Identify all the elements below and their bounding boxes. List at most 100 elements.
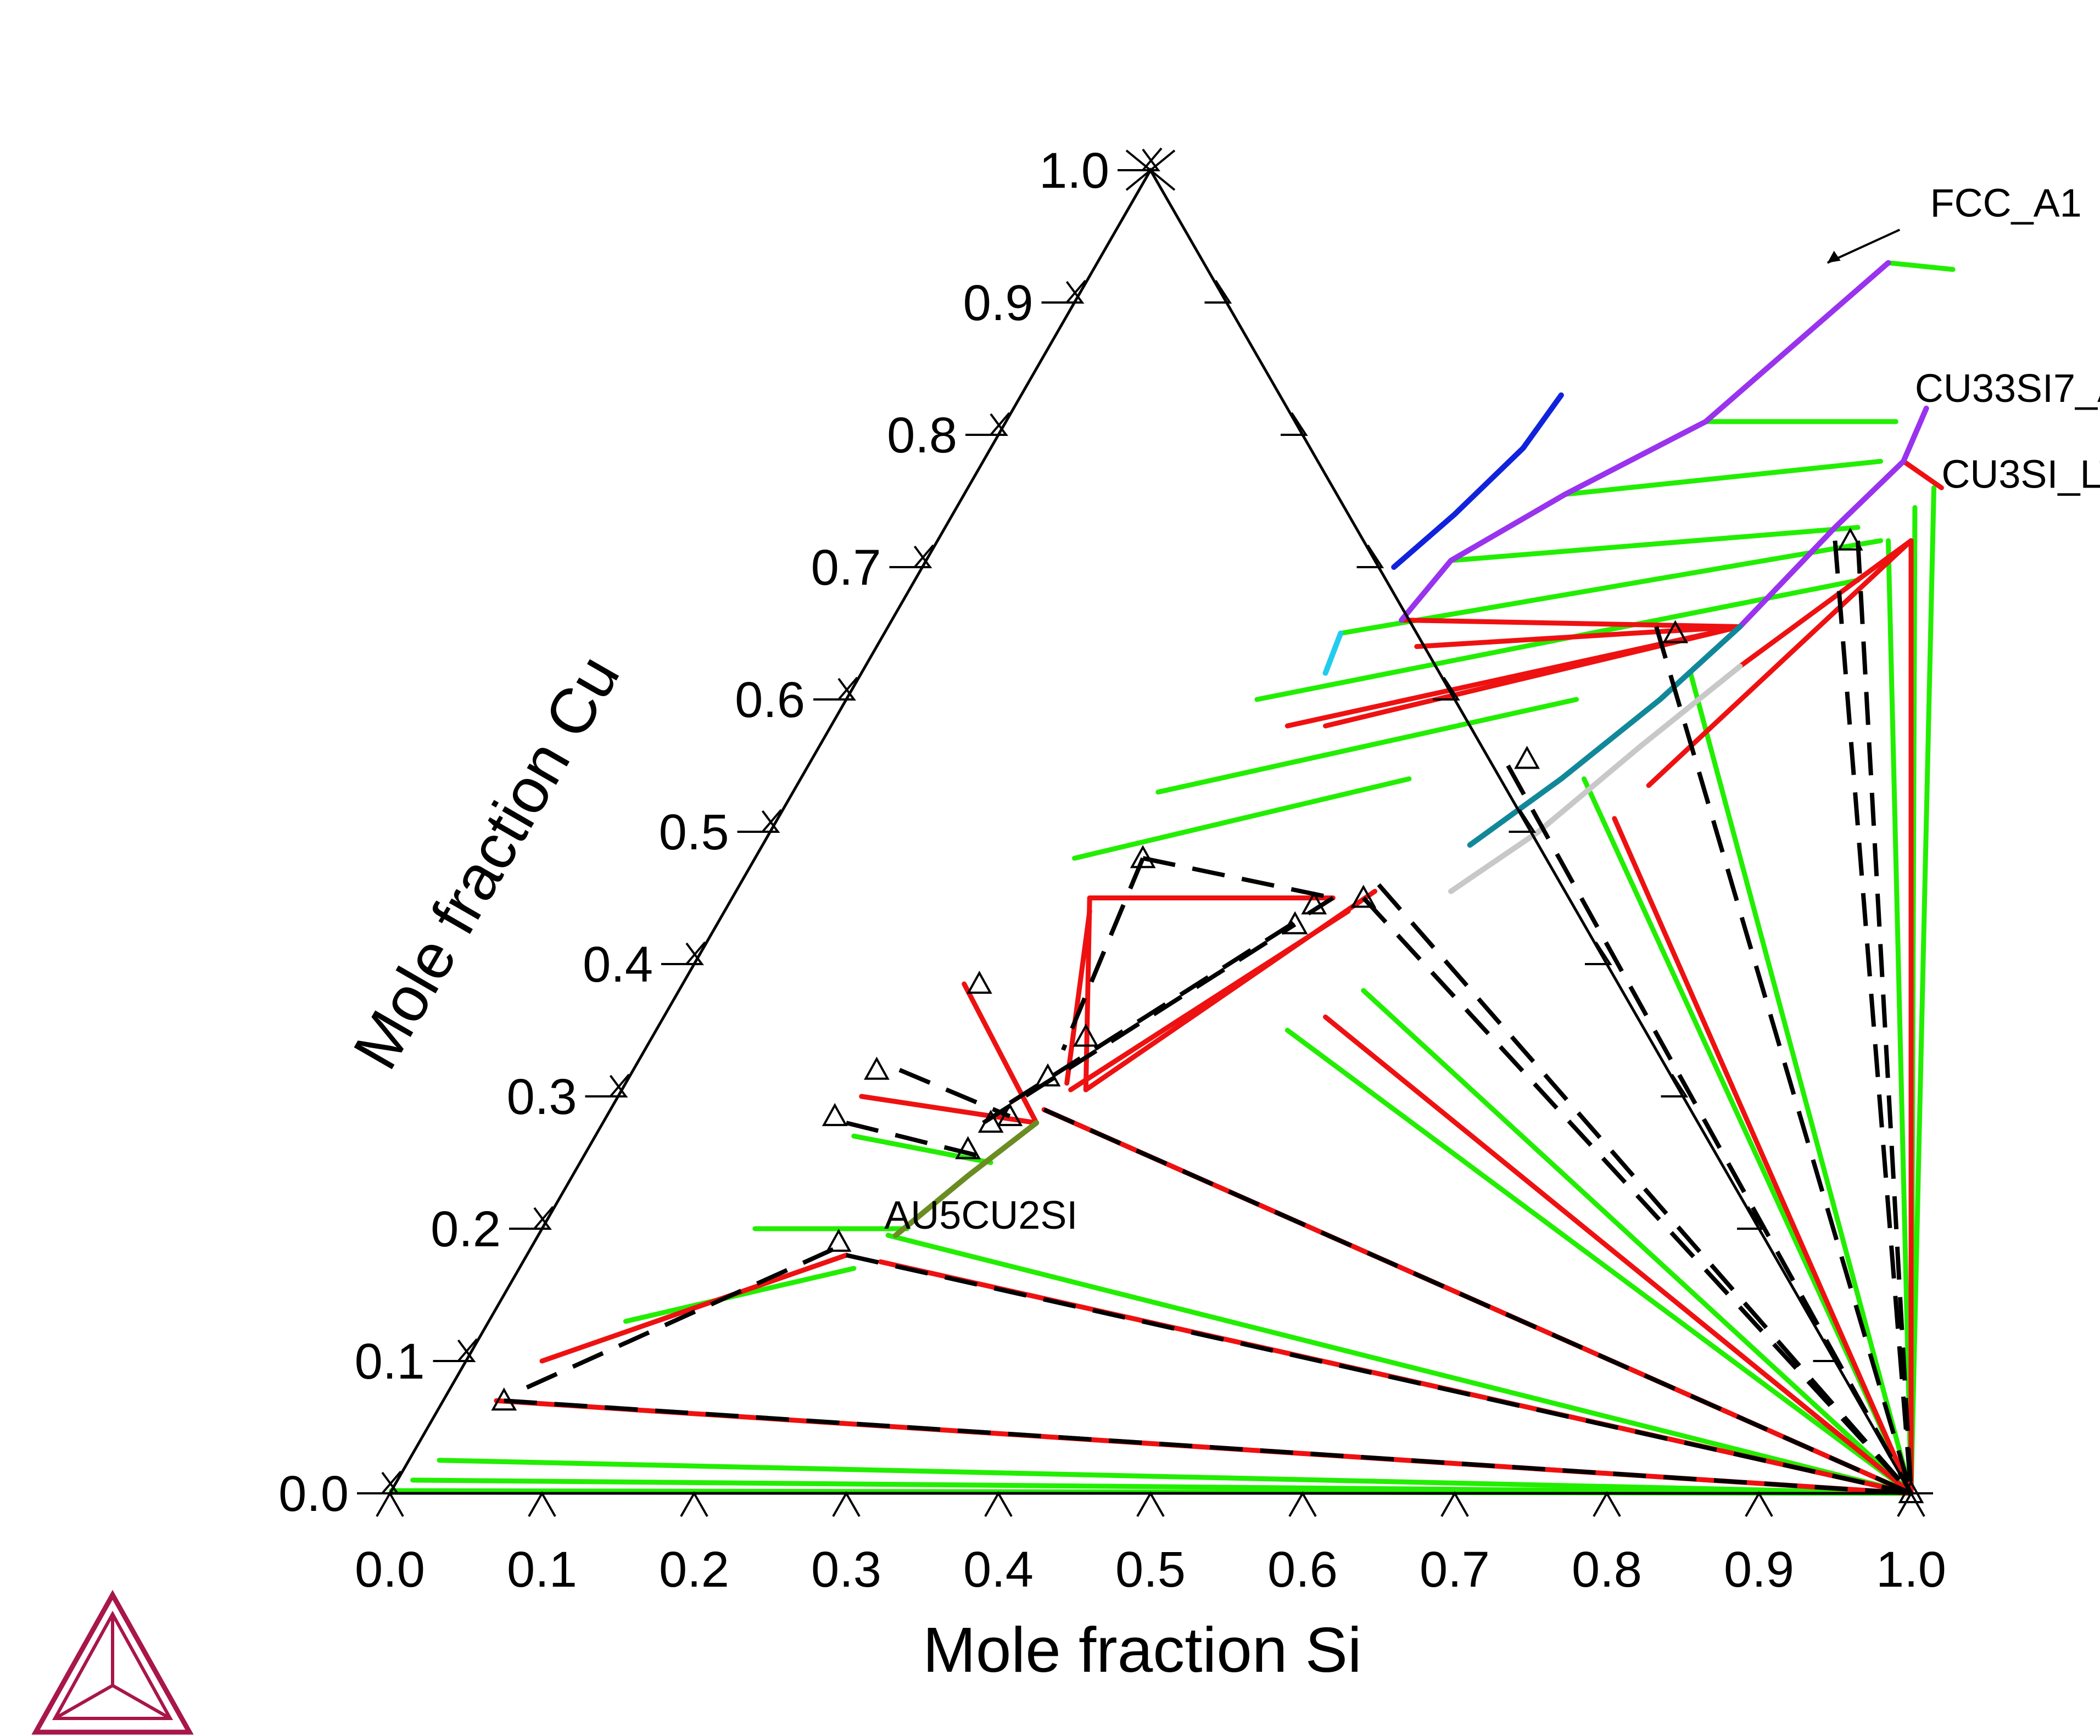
right-edge-tick bbox=[1585, 941, 1612, 965]
apex-cross bbox=[1125, 149, 1176, 191]
tie-line-green bbox=[1338, 538, 1884, 636]
x-tick-label: 0.5 bbox=[1115, 1542, 1186, 1598]
y-tick-cross bbox=[1065, 279, 1087, 304]
tie-line-red bbox=[962, 981, 1039, 1125]
phase-boundary-blue bbox=[1391, 392, 1564, 570]
data-marker bbox=[978, 1110, 1004, 1133]
tie-line-red bbox=[859, 1094, 1039, 1125]
x-tick-mark bbox=[1745, 1491, 1773, 1517]
tie-line-green bbox=[437, 1458, 1914, 1496]
right-edge-tick bbox=[1433, 676, 1460, 701]
y-tick-label: 0.6 bbox=[735, 672, 805, 728]
y-tick-mark bbox=[1041, 281, 1085, 304]
tie-lines-layer bbox=[389, 260, 1956, 1496]
y-tick-cross bbox=[533, 1206, 554, 1230]
y-tick-mark bbox=[737, 810, 780, 833]
y-tick-mark bbox=[965, 413, 1008, 436]
right-edge-tick bbox=[1509, 809, 1537, 833]
x-tick-label: 0.3 bbox=[811, 1542, 881, 1598]
ternary-triangle-outline bbox=[387, 167, 1914, 1495]
y-tick-cross bbox=[381, 1470, 402, 1494]
tie-line-green bbox=[1885, 260, 1956, 272]
phase-label: FCC_A1 bbox=[1930, 181, 2082, 225]
data-marker bbox=[1073, 1023, 1099, 1047]
x-tick-mark bbox=[984, 1491, 1013, 1517]
phase-boundary-gray bbox=[1448, 663, 1743, 894]
y-tick-label: 0.8 bbox=[887, 407, 957, 463]
y-tick-cross bbox=[609, 1073, 630, 1097]
x-tick-mark bbox=[1593, 1491, 1621, 1517]
tie-line-green bbox=[1155, 697, 1579, 795]
x-tick-mark bbox=[528, 1491, 556, 1517]
metastable-dashed-line bbox=[1654, 626, 1913, 1494]
tie-line-red bbox=[1323, 1014, 1914, 1496]
metastable-dashed-line bbox=[898, 1068, 1011, 1118]
tie-line-red bbox=[1064, 909, 1092, 1086]
phase-boundaries-layer bbox=[893, 260, 1929, 1239]
metastable-dashed-line bbox=[1377, 883, 1913, 1495]
y-tick-label: 0.2 bbox=[431, 1201, 501, 1257]
tie-line-green bbox=[1284, 1028, 1914, 1496]
data-marker bbox=[955, 1136, 981, 1160]
x-tick-label: 0.6 bbox=[1267, 1542, 1338, 1598]
tie-line-green bbox=[1688, 670, 1914, 1496]
phase-boundary-purple bbox=[1737, 405, 1929, 630]
triangle-frame bbox=[387, 167, 1914, 1495]
y-tick-cross bbox=[837, 676, 858, 701]
y-tick-cross bbox=[761, 809, 783, 833]
metastable-dashed-line bbox=[1361, 896, 1913, 1495]
data-marker bbox=[1035, 1063, 1061, 1087]
x-tick-mark bbox=[832, 1491, 861, 1517]
data-marker bbox=[966, 971, 992, 994]
y-axis-title: Mole fraction Cu bbox=[339, 643, 633, 1080]
fcc-pointer-arrow bbox=[1827, 228, 1901, 264]
tie-line-red bbox=[1414, 624, 1742, 649]
tie-line-red bbox=[1284, 624, 1742, 729]
y-tick-mark bbox=[813, 677, 856, 701]
metastable-dashed-line bbox=[526, 1246, 836, 1390]
x-tick-mark bbox=[1288, 1491, 1317, 1517]
y-tick-mark bbox=[433, 1339, 476, 1362]
right-edge-tick bbox=[1281, 412, 1308, 436]
x-tick-label: 1.0 bbox=[1876, 1542, 1946, 1598]
ticks-layer bbox=[357, 147, 1933, 1517]
x-tick-mark bbox=[376, 1491, 404, 1517]
data-marker bbox=[491, 1387, 517, 1411]
metastable-dashed-line bbox=[1043, 1107, 1912, 1496]
right-edge-tick bbox=[1813, 1338, 1841, 1362]
metastable-dashed-line bbox=[1506, 764, 1913, 1494]
data-marker bbox=[1130, 845, 1156, 869]
tie-line-red bbox=[539, 1252, 849, 1364]
x-tick-label: 0.7 bbox=[1420, 1542, 1490, 1598]
x-tick-mark bbox=[1440, 1491, 1469, 1517]
y-tick-label: 0.9 bbox=[963, 275, 1034, 331]
phase-label: CU3SI_LT bbox=[1941, 452, 2100, 496]
y-tick-label: 0.7 bbox=[811, 540, 881, 596]
data-marker bbox=[1301, 891, 1327, 915]
y-tick-label: 0.0 bbox=[278, 1466, 349, 1522]
x-tick-label: 0.4 bbox=[963, 1542, 1034, 1598]
metastable-dashed-line bbox=[1833, 540, 1913, 1494]
tie-line-green bbox=[1361, 988, 1914, 1496]
y-tick-mark bbox=[509, 1207, 552, 1230]
tie-line-red bbox=[1399, 617, 1742, 629]
fcc-pointer-arrowhead bbox=[1827, 250, 1841, 263]
metastable-dashed-line bbox=[1008, 896, 1334, 1105]
tie-line-red bbox=[1737, 538, 1914, 669]
x-axis-title: Mole fraction Si bbox=[923, 1614, 1361, 1685]
x-tick-label: 0.8 bbox=[1572, 1542, 1642, 1598]
y-tick-mark bbox=[1118, 148, 1160, 171]
metastable-dashed-line bbox=[504, 1398, 1912, 1496]
tie-line-green bbox=[1885, 538, 1914, 1496]
tie-line-green bbox=[1072, 776, 1412, 861]
right-edge-tick bbox=[1661, 1073, 1689, 1097]
x-tick-mark bbox=[1136, 1491, 1165, 1517]
phase-boundary-olive bbox=[893, 1120, 1040, 1239]
phase-boundary-teal bbox=[1467, 624, 1743, 848]
data-marker bbox=[825, 1228, 852, 1252]
tie-line-green bbox=[1448, 525, 1861, 563]
tie-line-red bbox=[1068, 909, 1351, 1093]
thermo-logo-icon bbox=[31, 1589, 194, 1735]
y-tick-label: 0.1 bbox=[355, 1334, 425, 1390]
phase-boundary-cyan bbox=[1322, 630, 1344, 676]
